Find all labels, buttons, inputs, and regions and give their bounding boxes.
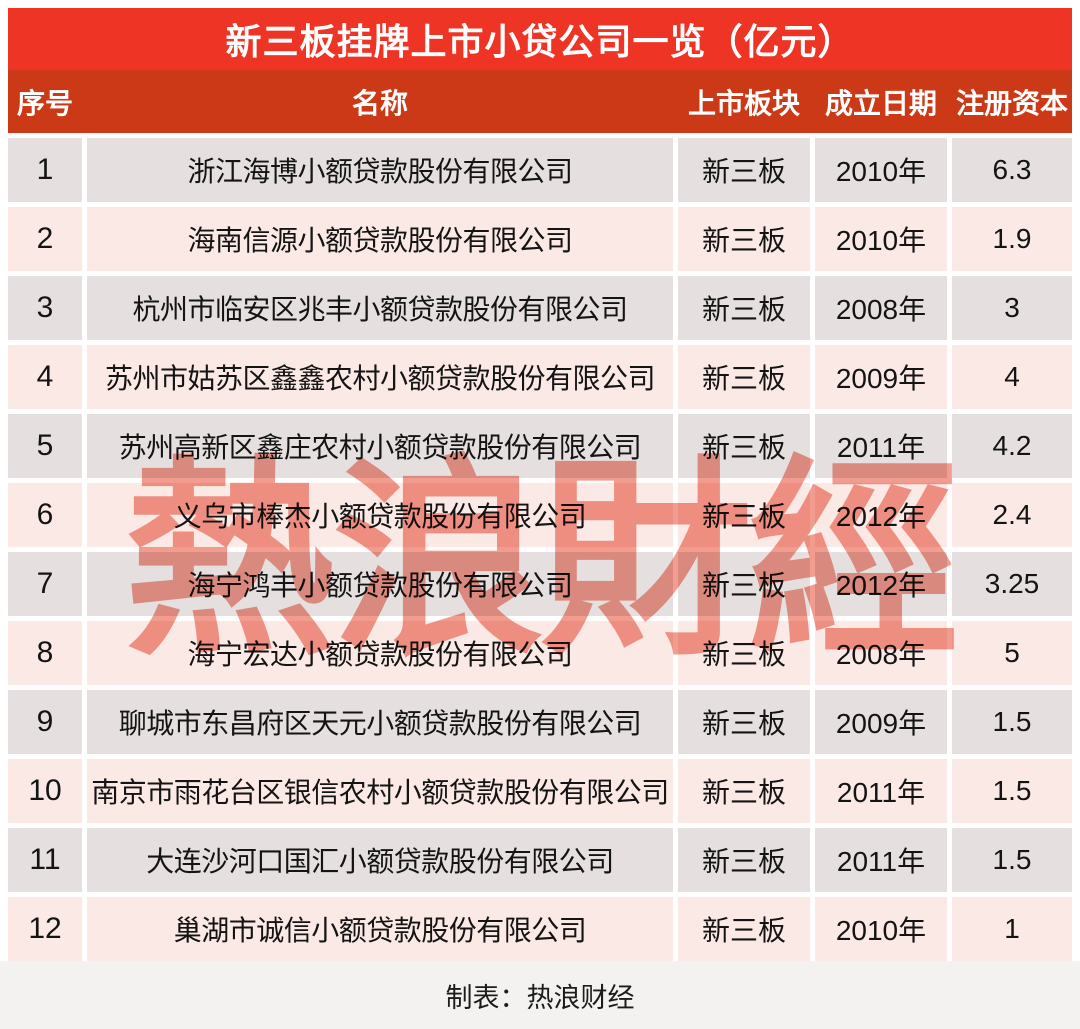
column-header-index: 序号 xyxy=(16,87,73,119)
column-header-board: 上市板块 xyxy=(687,87,800,119)
table-row: 5 苏州高新区鑫庄农村小额贷款股份有限公司 新三板 2011年 4.2 xyxy=(8,414,1072,478)
cell-name: 南京市雨花台区银信农村小额贷款股份有限公司 xyxy=(87,759,673,823)
cell-name: 浙江海博小额贷款股份有限公司 xyxy=(87,138,673,202)
cell-index: 3 xyxy=(8,276,82,340)
cell-index: 12 xyxy=(8,897,82,961)
cell-founded: 2011年 xyxy=(815,414,947,478)
footer-credit: 制表：热浪财经 xyxy=(445,982,635,1013)
cell-capital: 1 xyxy=(952,897,1072,961)
cell-capital: 1.5 xyxy=(952,828,1072,892)
cell-index: 4 xyxy=(8,345,82,409)
cell-name: 大连沙河口国汇小额贷款股份有限公司 xyxy=(87,828,673,892)
cell-index: 1 xyxy=(8,138,82,202)
cell-board: 新三板 xyxy=(678,207,810,271)
cell-board: 新三板 xyxy=(678,276,810,340)
cell-name: 义乌市棒杰小额贷款股份有限公司 xyxy=(87,483,673,547)
cell-capital: 2.4 xyxy=(952,483,1072,547)
table-row: 11 大连沙河口国汇小额贷款股份有限公司 新三板 2011年 1.5 xyxy=(8,828,1072,892)
cell-index: 10 xyxy=(8,759,82,823)
cell-founded: 2008年 xyxy=(815,276,947,340)
cell-index: 2 xyxy=(8,207,82,271)
table-row: 12 巢湖市诚信小额贷款股份有限公司 新三板 2010年 1 xyxy=(8,897,1072,961)
cell-index: 9 xyxy=(8,690,82,754)
table-row: 10 南京市雨花台区银信农村小额贷款股份有限公司 新三板 2011年 1.5 xyxy=(8,759,1072,823)
table-title-bar: 新三板挂牌上市小贷公司一览（亿元） xyxy=(8,8,1072,70)
cell-index: 11 xyxy=(8,828,82,892)
table-row: 6 义乌市棒杰小额贷款股份有限公司 新三板 2012年 2.4 xyxy=(8,483,1072,547)
cell-capital: 1.5 xyxy=(952,759,1072,823)
column-header-name: 名称 xyxy=(351,87,408,119)
cell-capital: 3 xyxy=(952,276,1072,340)
cell-board: 新三板 xyxy=(678,414,810,478)
table-row: 3 杭州市临安区兆丰小额贷款股份有限公司 新三板 2008年 3 xyxy=(8,276,1072,340)
table-row: 7 海宁鸿丰小额贷款股份有限公司 新三板 2012年 3.25 xyxy=(8,552,1072,616)
cell-name: 苏州高新区鑫庄农村小额贷款股份有限公司 xyxy=(87,414,673,478)
cell-founded: 2010年 xyxy=(815,207,947,271)
cell-founded: 2012年 xyxy=(815,552,947,616)
table-row: 4 苏州市姑苏区鑫鑫农村小额贷款股份有限公司 新三板 2009年 4 xyxy=(8,345,1072,409)
cell-board: 新三板 xyxy=(678,483,810,547)
table-row: 2 海南信源小额贷款股份有限公司 新三板 2010年 1.9 xyxy=(8,207,1072,271)
cell-capital: 4.2 xyxy=(952,414,1072,478)
table-row: 9 聊城市东昌府区天元小额贷款股份有限公司 新三板 2009年 1.5 xyxy=(8,690,1072,754)
cell-capital: 4 xyxy=(952,345,1072,409)
cell-name: 苏州市姑苏区鑫鑫农村小额贷款股份有限公司 xyxy=(87,345,673,409)
cell-founded: 2011年 xyxy=(815,828,947,892)
cell-index: 6 xyxy=(8,483,82,547)
cell-index: 7 xyxy=(8,552,82,616)
cell-name: 巢湖市诚信小额贷款股份有限公司 xyxy=(87,897,673,961)
cell-founded: 2010年 xyxy=(815,897,947,961)
cell-board: 新三板 xyxy=(678,552,810,616)
cell-founded: 2008年 xyxy=(815,621,947,685)
cell-capital: 1.9 xyxy=(952,207,1072,271)
cell-name: 聊城市东昌府区天元小额贷款股份有限公司 xyxy=(87,690,673,754)
cell-board: 新三板 xyxy=(678,897,810,961)
cell-name: 海南信源小额贷款股份有限公司 xyxy=(87,207,673,271)
cell-index: 8 xyxy=(8,621,82,685)
footer-bar: 制表：热浪财经 xyxy=(0,961,1080,1029)
cell-capital: 6.3 xyxy=(952,138,1072,202)
column-header-founded: 成立日期 xyxy=(824,87,937,119)
cell-board: 新三板 xyxy=(678,828,810,892)
cell-founded: 2009年 xyxy=(815,345,947,409)
column-header-capital: 注册资本 xyxy=(955,87,1068,119)
cell-capital: 1.5 xyxy=(952,690,1072,754)
cell-board: 新三板 xyxy=(678,345,810,409)
cell-board: 新三板 xyxy=(678,690,810,754)
cell-index: 5 xyxy=(8,414,82,478)
cell-name: 杭州市临安区兆丰小额贷款股份有限公司 xyxy=(87,276,673,340)
cell-capital: 3.25 xyxy=(952,552,1072,616)
cell-capital: 5 xyxy=(952,621,1072,685)
table-row: 8 海宁宏达小额贷款股份有限公司 新三板 2008年 5 xyxy=(8,621,1072,685)
cell-founded: 2010年 xyxy=(815,138,947,202)
cell-name: 海宁鸿丰小额贷款股份有限公司 xyxy=(87,552,673,616)
cell-founded: 2012年 xyxy=(815,483,947,547)
table-row: 1 浙江海博小额贷款股份有限公司 新三板 2010年 6.3 xyxy=(8,138,1072,202)
cell-founded: 2011年 xyxy=(815,759,947,823)
cell-board: 新三板 xyxy=(678,759,810,823)
cell-board: 新三板 xyxy=(678,138,810,202)
table-body: 1 浙江海博小额贷款股份有限公司 新三板 2010年 6.3 2 海南信源小额贷… xyxy=(8,138,1072,961)
cell-board: 新三板 xyxy=(678,621,810,685)
cell-name: 海宁宏达小额贷款股份有限公司 xyxy=(87,621,673,685)
table-header-row: 序号 名称 上市板块 成立日期 注册资本 xyxy=(8,70,1072,133)
cell-founded: 2009年 xyxy=(815,690,947,754)
page-title: 新三板挂牌上市小贷公司一览（亿元） xyxy=(225,21,855,62)
